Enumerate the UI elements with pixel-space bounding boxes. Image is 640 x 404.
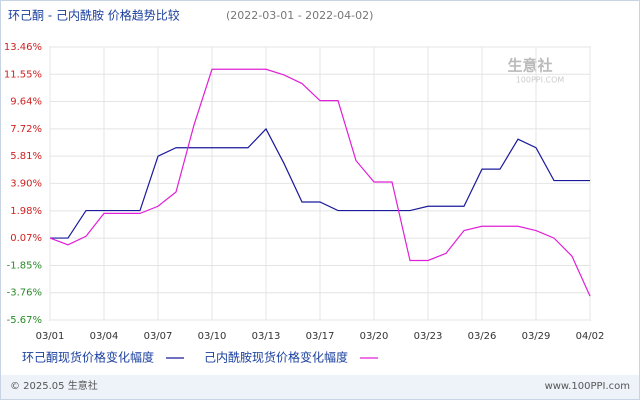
y-tick-label: 13.46% (4, 42, 42, 53)
x-tick-label: 03/20 (360, 331, 389, 342)
legend-label: 己内酰胺现货价格变化幅度 (204, 350, 348, 365)
x-tick-label: 03/01 (36, 331, 65, 342)
y-tick-label: -3.76% (7, 288, 42, 299)
x-tick-label: 03/26 (468, 331, 497, 342)
y-tick-label: 7.72% (10, 124, 42, 135)
chart-title: 环己酮 - 己内酰胺 价格趋势比较 (8, 8, 180, 23)
series-line (50, 127, 590, 239)
y-tick-label: 0.07% (10, 233, 42, 244)
legend-label: 环己酮现货价格变化幅度 (22, 350, 154, 365)
y-tick-label: -1.85% (7, 260, 42, 271)
chart-subtitle: (2022-03-01 - 2022-04-02) (226, 9, 373, 22)
y-tick-label: 9.64% (10, 97, 42, 108)
x-tick-label: 03/10 (198, 331, 227, 342)
y-tick-label: 5.81% (10, 151, 42, 162)
series-line (49, 68, 591, 297)
x-tick-label: 03/04 (90, 331, 119, 342)
footer-bar (1, 375, 639, 399)
x-tick-label: 03/07 (144, 331, 173, 342)
y-tick-label: -5.67% (7, 315, 42, 326)
watermark: 生意社 (507, 57, 552, 75)
footer-right: www.100PPI.com (545, 381, 630, 392)
footer-left: © 2025.05 生意社 (10, 379, 98, 392)
x-tick-label: 03/29 (522, 331, 551, 342)
x-tick-label: 03/13 (252, 331, 281, 342)
x-tick-label: 04/02 (576, 331, 605, 342)
x-tick-label: 03/23 (414, 331, 443, 342)
watermark-sub: 100PPI.COM (516, 76, 565, 85)
x-tick-label: 03/17 (306, 331, 335, 342)
y-tick-label: 11.55% (4, 69, 42, 80)
y-tick-label: 1.98% (10, 206, 42, 217)
y-tick-label: 3.90% (10, 178, 42, 189)
